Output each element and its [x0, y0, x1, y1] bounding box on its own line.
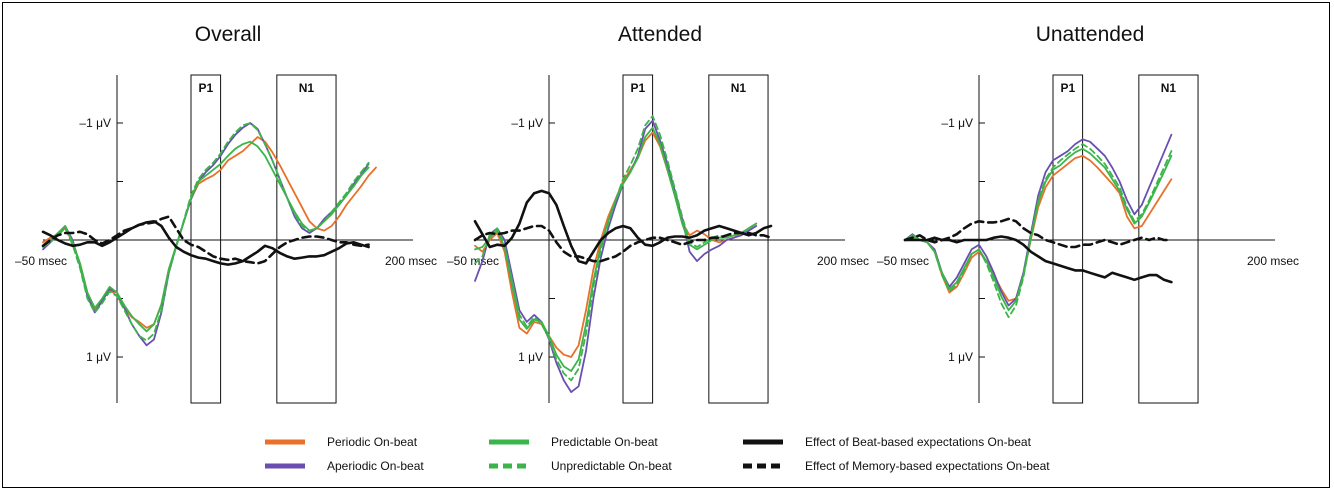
x-end-label: 200 msec — [385, 254, 437, 268]
legend-item: Predictable On-beat — [489, 435, 658, 449]
panel-unattended: Unattended P1 N1 –1 μV 1 μV –50 msec 200 msec — [877, 23, 1299, 404]
legend-label: Predictable On-beat — [551, 435, 658, 449]
x-end-label: 200 msec — [1247, 254, 1299, 268]
legend-item: Unpredictable On-beat — [489, 459, 672, 473]
series-line-effect-of-memory-based-expectations-on-beat — [41, 215, 370, 265]
y-tick-label: 1 μV — [86, 350, 111, 364]
series-line-effect-of-beat-based-expectations-on-beat — [473, 189, 773, 265]
series-line-periodic-on-beat — [474, 131, 758, 358]
panel-attended: Attended P1 N1 –1 μV 1 μV –50 msec 200 msec — [447, 23, 869, 404]
y-tick-label: 1 μV — [518, 350, 543, 364]
window-n1 — [276, 74, 337, 404]
series-line-aperiodic-on-beat — [474, 119, 758, 393]
window-label-n1: N1 — [299, 81, 315, 95]
series-line-effect-of-beat-based-expectations-on-beat — [41, 220, 370, 266]
series-line-aperiodic-on-beat — [42, 122, 370, 347]
x-start-label: –50 msec — [877, 254, 929, 268]
legend-label: Unpredictable On-beat — [551, 459, 672, 473]
series-line-effect-of-memory-based-expectations-on-beat — [903, 217, 1173, 249]
series-line-predictable-on-beat — [904, 147, 1173, 312]
window-label-n1: N1 — [1161, 81, 1177, 95]
legend-label: Effect of Memory-based expectations On-b… — [805, 459, 1050, 473]
figure: Overall P1 N1 –1 μV 1 μV –50 msec 200 msec Atte… — [2, 2, 1330, 488]
window-label-p1: P1 — [630, 81, 645, 95]
y-tick-label: –1 μV — [79, 116, 111, 130]
legend-item: Periodic On-beat — [265, 435, 418, 449]
window-label-p1: P1 — [1060, 81, 1075, 95]
legend-item: Effect of Memory-based expectations On-b… — [743, 459, 1050, 473]
window-label-p1: P1 — [198, 81, 213, 95]
legend-item: Aperiodic On-beat — [265, 459, 424, 473]
panel-title: Unattended — [1036, 23, 1145, 46]
series-line-aperiodic-on-beat — [904, 133, 1173, 307]
x-start-label: –50 msec — [15, 254, 67, 268]
series-line-effect-of-beat-based-expectations-on-beat — [903, 235, 1173, 284]
legend-item: Effect of Beat-based expectations On-bea… — [743, 435, 1032, 449]
y-tick-label: –1 μV — [511, 116, 543, 130]
series-line-unpredictable-on-beat — [42, 122, 370, 342]
window-label-n1: N1 — [731, 81, 747, 95]
y-tick-label: 1 μV — [948, 350, 973, 364]
legend: Periodic On-beat Aperiodic On-beat Predict… — [265, 435, 1050, 473]
panel-overall: Overall P1 N1 –1 μV 1 μV –50 msec 200 msec — [15, 23, 437, 404]
series-line-unpredictable-on-beat — [474, 115, 758, 382]
x-end-label: 200 msec — [817, 254, 869, 268]
legend-label: Effect of Beat-based expectations On-bea… — [805, 435, 1032, 449]
legend-label: Periodic On-beat — [327, 435, 418, 449]
series-line-periodic-on-beat — [904, 154, 1173, 302]
series-line-unpredictable-on-beat — [904, 143, 1173, 319]
panel-title: Overall — [195, 23, 262, 46]
panel-title: Attended — [618, 23, 702, 46]
y-tick-label: –1 μV — [941, 116, 973, 130]
window-p1 — [190, 74, 222, 404]
legend-label: Aperiodic On-beat — [327, 459, 424, 473]
x-start-label: –50 msec — [447, 254, 499, 268]
series-line-predictable-on-beat — [474, 126, 758, 372]
series-line-effect-of-memory-based-expectations-on-beat — [473, 224, 773, 263]
window-p1 — [1052, 74, 1084, 404]
